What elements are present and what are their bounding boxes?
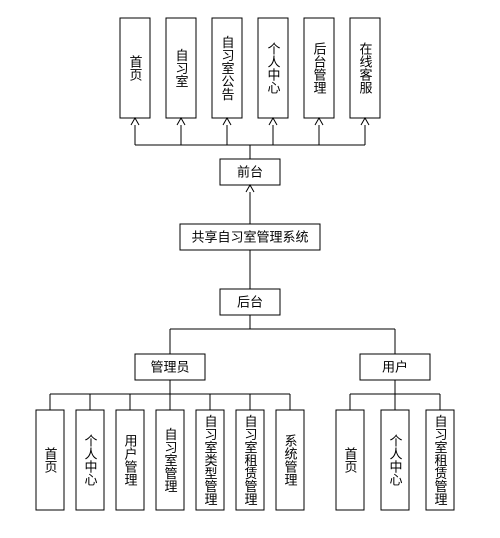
svg-text:个人中心: 个人中心	[266, 42, 281, 94]
system-architecture-diagram: 共享自习室管理系统前台后台首页自习室自习室公告个人中心后台管理在线客服管理员首页…	[0, 0, 500, 538]
svg-text:系统管理: 系统管理	[283, 434, 298, 486]
back-leaf-0-0: 首页	[36, 410, 64, 510]
svg-text:用户管理: 用户管理	[123, 434, 138, 486]
front-leaf-1: 自习室	[166, 18, 196, 118]
svg-text:个人中心: 个人中心	[83, 434, 98, 486]
svg-text:自习室管理: 自习室管理	[163, 428, 178, 493]
front-leaf-5: 在线客服	[350, 18, 380, 118]
back-leaf-1-2: 自习室租赁管理	[426, 410, 454, 510]
svg-text:首页: 首页	[43, 447, 58, 473]
svg-text:管理员: 管理员	[150, 360, 189, 375]
svg-text:后台管理: 后台管理	[312, 42, 327, 94]
front-leaf-2: 自习室公告	[212, 18, 242, 118]
svg-text:自习室租赁管理: 自习室租赁管理	[243, 415, 258, 506]
front-leaf-3: 个人中心	[258, 18, 288, 118]
back-leaf-1-0: 首页	[336, 410, 364, 510]
back-leaf-0-3: 自习室管理	[156, 410, 184, 510]
svg-text:自习室租赁管理: 自习室租赁管理	[433, 415, 448, 506]
front-leaf-4: 后台管理	[304, 18, 334, 118]
svg-text:后台: 后台	[237, 295, 263, 310]
front-node: 前台	[220, 159, 280, 185]
role-node-0: 管理员	[135, 354, 205, 380]
root-node: 共享自习室管理系统	[180, 224, 320, 250]
svg-text:自习室公告: 自习室公告	[220, 36, 235, 101]
back-leaf-0-1: 个人中心	[76, 410, 104, 510]
svg-text:个人中心: 个人中心	[388, 434, 403, 486]
svg-text:前台: 前台	[237, 165, 263, 180]
svg-text:首页: 首页	[343, 447, 358, 473]
role-node-1: 用户	[360, 354, 430, 380]
svg-text:在线客服: 在线客服	[358, 42, 373, 94]
back-node: 后台	[220, 289, 280, 315]
back-leaf-0-2: 用户管理	[116, 410, 144, 510]
back-leaf-1-1: 个人中心	[381, 410, 409, 510]
svg-text:首页: 首页	[128, 55, 143, 81]
svg-text:共享自习室管理系统: 共享自习室管理系统	[191, 230, 308, 245]
svg-text:自习室类型管理: 自习室类型管理	[203, 415, 218, 506]
back-leaf-0-6: 系统管理	[276, 410, 304, 510]
back-leaf-0-4: 自习室类型管理	[196, 410, 224, 510]
back-leaf-0-5: 自习室租赁管理	[236, 410, 264, 510]
svg-text:自习室: 自习室	[174, 49, 189, 88]
front-leaf-0: 首页	[120, 18, 150, 118]
svg-text:用户: 用户	[382, 360, 408, 375]
